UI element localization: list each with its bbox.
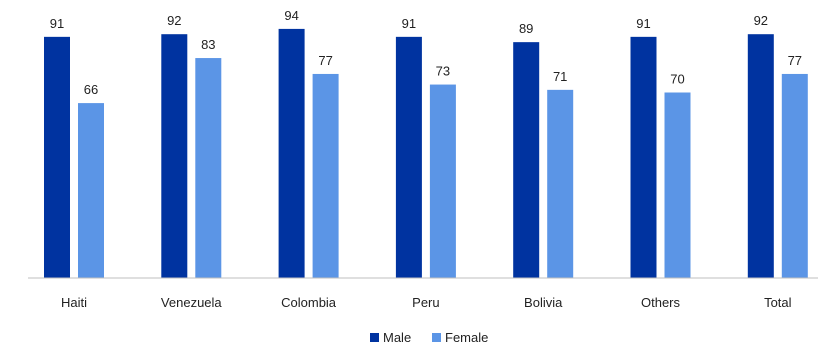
category-label-peru: Peru (412, 295, 439, 310)
bar-female-venezuela (195, 58, 222, 278)
value-label-female-total: 77 (788, 53, 802, 68)
legend-label-female: Female (445, 330, 488, 345)
legend-label-male: Male (383, 330, 411, 345)
value-label-male-peru: 91 (402, 16, 416, 31)
value-label-female-haiti: 66 (84, 82, 98, 97)
category-label-venezuela: Venezuela (161, 295, 222, 310)
category-label-bolivia: Bolivia (524, 295, 563, 310)
bar-male-colombia (278, 28, 305, 279)
bar-male-others (630, 36, 657, 278)
bar-male-total (747, 34, 774, 279)
category-label-colombia: Colombia (281, 295, 337, 310)
bar-female-others (664, 92, 691, 278)
value-label-female-others: 70 (670, 72, 684, 87)
value-label-male-colombia: 94 (284, 8, 298, 23)
category-label-haiti: Haiti (61, 295, 87, 310)
legend: Male Female (370, 330, 488, 345)
bar-female-bolivia (547, 89, 574, 278)
value-label-male-bolivia: 89 (519, 21, 533, 36)
value-label-male-haiti: 91 (50, 16, 64, 31)
bar-male-venezuela (161, 34, 188, 279)
value-label-female-colombia: 77 (318, 53, 332, 68)
value-label-male-total: 92 (754, 13, 768, 28)
value-label-female-bolivia: 71 (553, 69, 567, 84)
bar-male-bolivia (513, 42, 540, 279)
bar-female-haiti (78, 103, 104, 278)
category-labels-layer: Haiti Venezuela Colombia Peru Bolivia Others T… (61, 295, 792, 310)
value-label-female-venezuela: 83 (201, 37, 215, 52)
bars-layer (44, 28, 808, 279)
bar-male-haiti (44, 36, 70, 278)
value-labels-layer: 91 66 92 83 94 77 91 73 89 71 91 70 92 77 (50, 8, 802, 97)
bar-female-total (781, 73, 808, 278)
bar-male-peru (395, 36, 422, 278)
bar-female-colombia (312, 73, 339, 278)
value-label-female-peru: 73 (436, 64, 450, 79)
bar-female-peru (429, 84, 456, 278)
category-label-total: Total (764, 295, 792, 310)
category-label-others: Others (641, 295, 681, 310)
legend-swatch-female (432, 333, 441, 342)
legend-swatch-male (370, 333, 379, 342)
value-label-male-others: 91 (636, 16, 650, 31)
value-label-male-venezuela: 92 (167, 13, 181, 28)
